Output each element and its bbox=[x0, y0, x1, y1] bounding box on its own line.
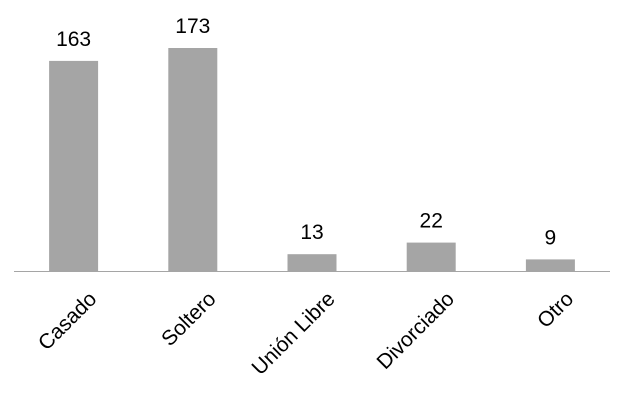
category-label: Otro bbox=[533, 287, 578, 332]
bar-casado bbox=[49, 60, 99, 272]
category-label: Casado bbox=[34, 287, 101, 354]
category-label: Divorciado bbox=[373, 287, 459, 373]
data-label: 163 bbox=[56, 28, 91, 51]
bar-otro bbox=[525, 259, 575, 271]
bar-unión-libre bbox=[287, 254, 337, 271]
data-labels-group: 163 173 13 22 9 bbox=[56, 15, 556, 249]
data-label: 22 bbox=[420, 210, 443, 233]
bar-divorciado bbox=[406, 242, 456, 271]
category-label: Soltero bbox=[157, 287, 220, 350]
bar-soltero bbox=[168, 48, 218, 271]
data-label: 9 bbox=[545, 226, 557, 249]
bars-group bbox=[49, 48, 575, 272]
data-label: 13 bbox=[300, 221, 323, 244]
data-label: 173 bbox=[175, 15, 210, 38]
category-labels-group: Casado Soltero Unión Libre Divorciado Otro bbox=[34, 287, 578, 379]
category-label: Unión Libre bbox=[248, 287, 340, 379]
